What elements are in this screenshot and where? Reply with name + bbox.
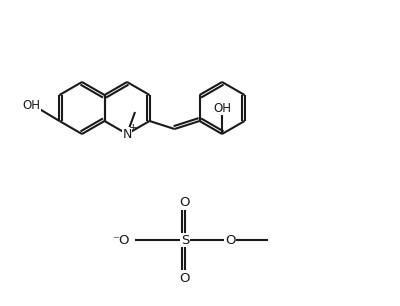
Text: +: + — [129, 123, 137, 133]
Text: O: O — [180, 271, 190, 285]
Text: OH: OH — [22, 99, 40, 111]
Text: OH: OH — [213, 102, 231, 114]
Text: S: S — [181, 233, 189, 247]
Text: N: N — [122, 128, 132, 140]
Text: O: O — [225, 233, 235, 247]
Text: O: O — [180, 196, 190, 208]
Text: ⁻O: ⁻O — [112, 233, 130, 247]
